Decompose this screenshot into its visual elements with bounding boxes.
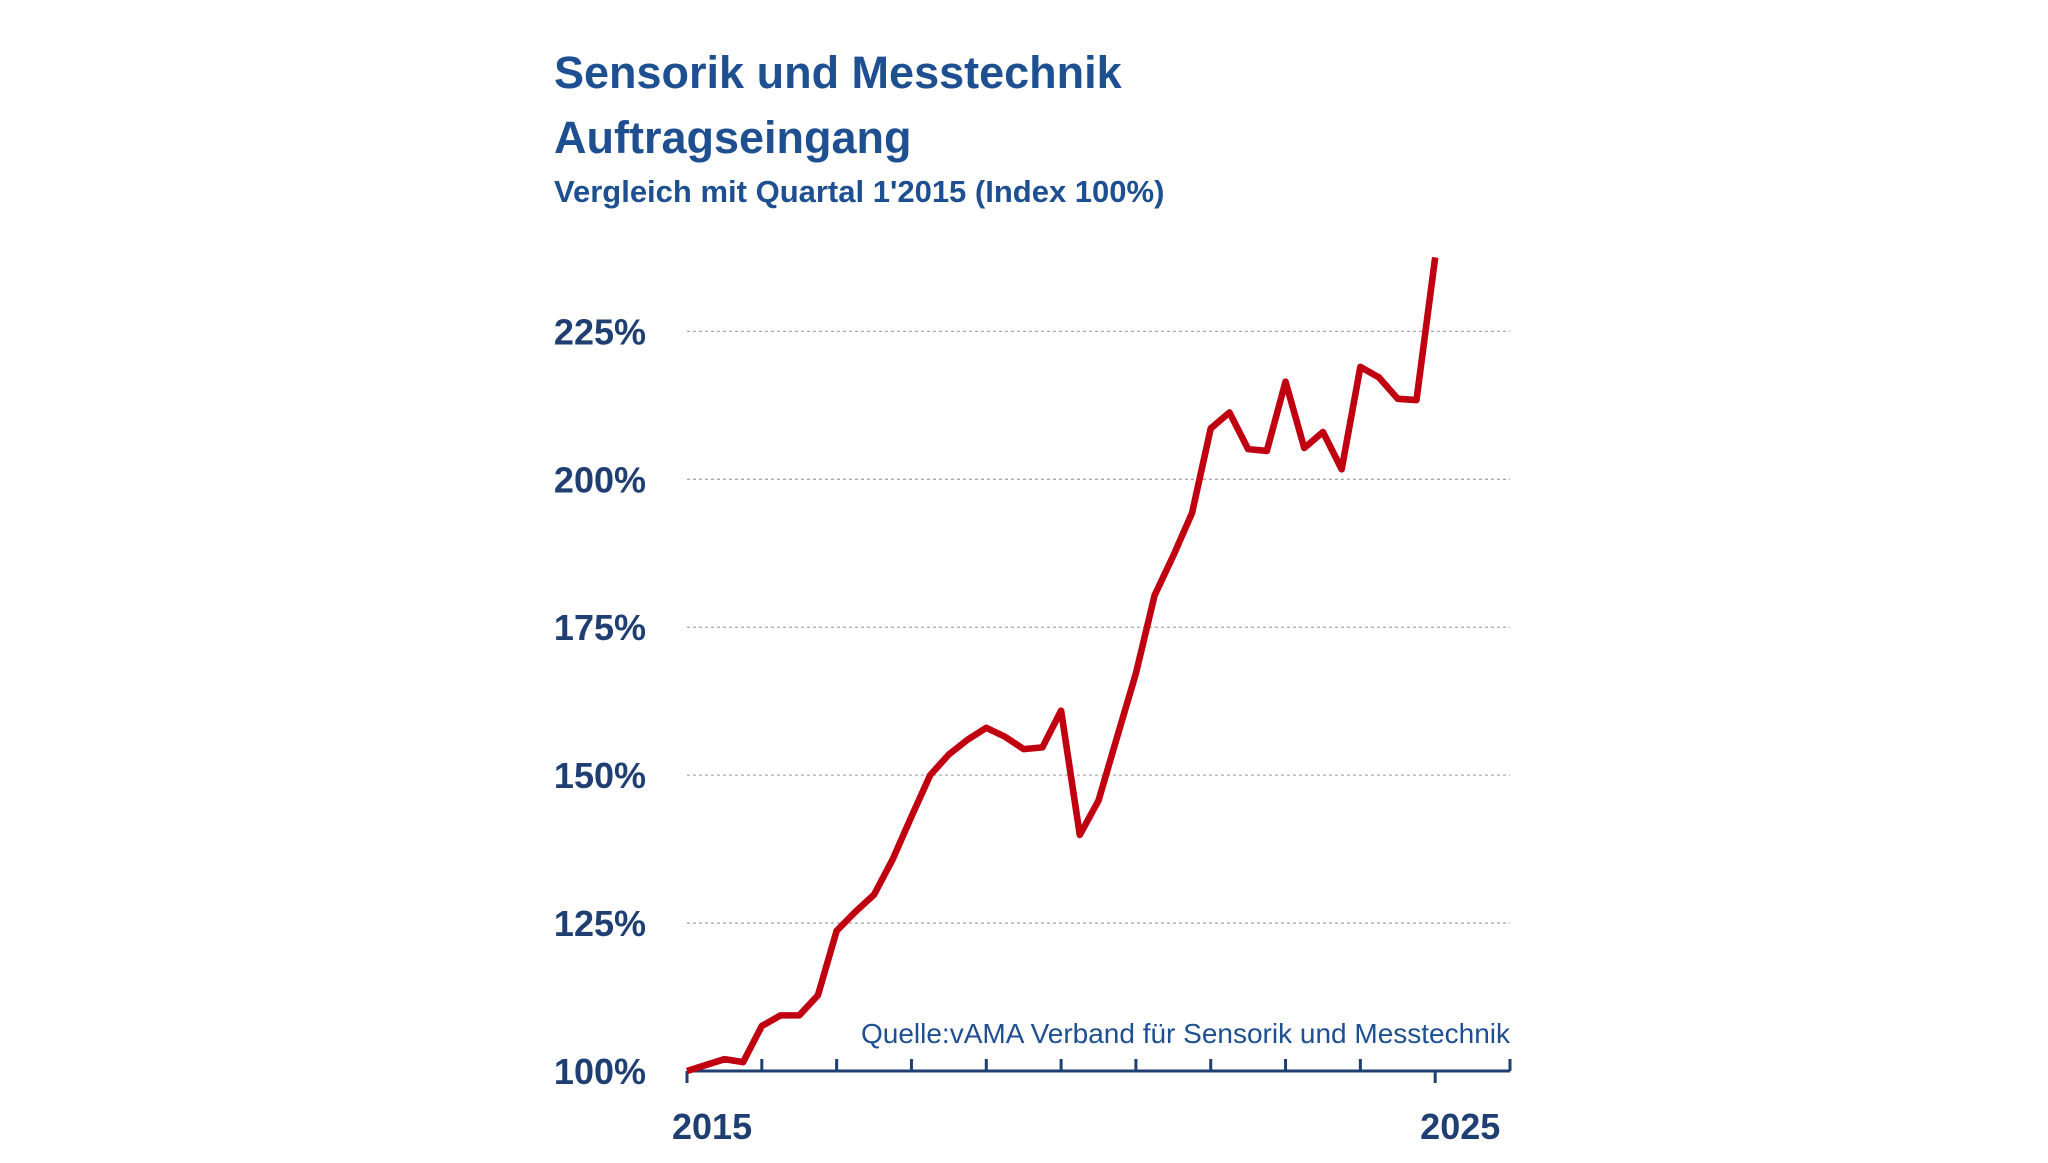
- x-tick-label: 2025: [1420, 1106, 1500, 1147]
- y-tick-label: 150%: [554, 755, 646, 796]
- y-tick-label: 125%: [554, 903, 646, 944]
- chart-subtitle: Vergleich mit Quartal 1'2015 (Index 100%…: [554, 174, 1164, 209]
- y-tick-label: 175%: [554, 607, 646, 648]
- y-tick-label: 225%: [554, 311, 646, 352]
- y-tick-label: 100%: [554, 1051, 646, 1092]
- chart-title: Auftragseingang: [554, 112, 912, 163]
- data-line: [686, 257, 1439, 1075]
- x-tick-label: 2015: [672, 1106, 752, 1147]
- source-note: Quelle:vAMA Verband für Sensorik und Mes…: [861, 1018, 1511, 1049]
- chart-title: Sensorik und Messtechnik: [554, 47, 1123, 98]
- y-tick-label: 200%: [554, 459, 646, 500]
